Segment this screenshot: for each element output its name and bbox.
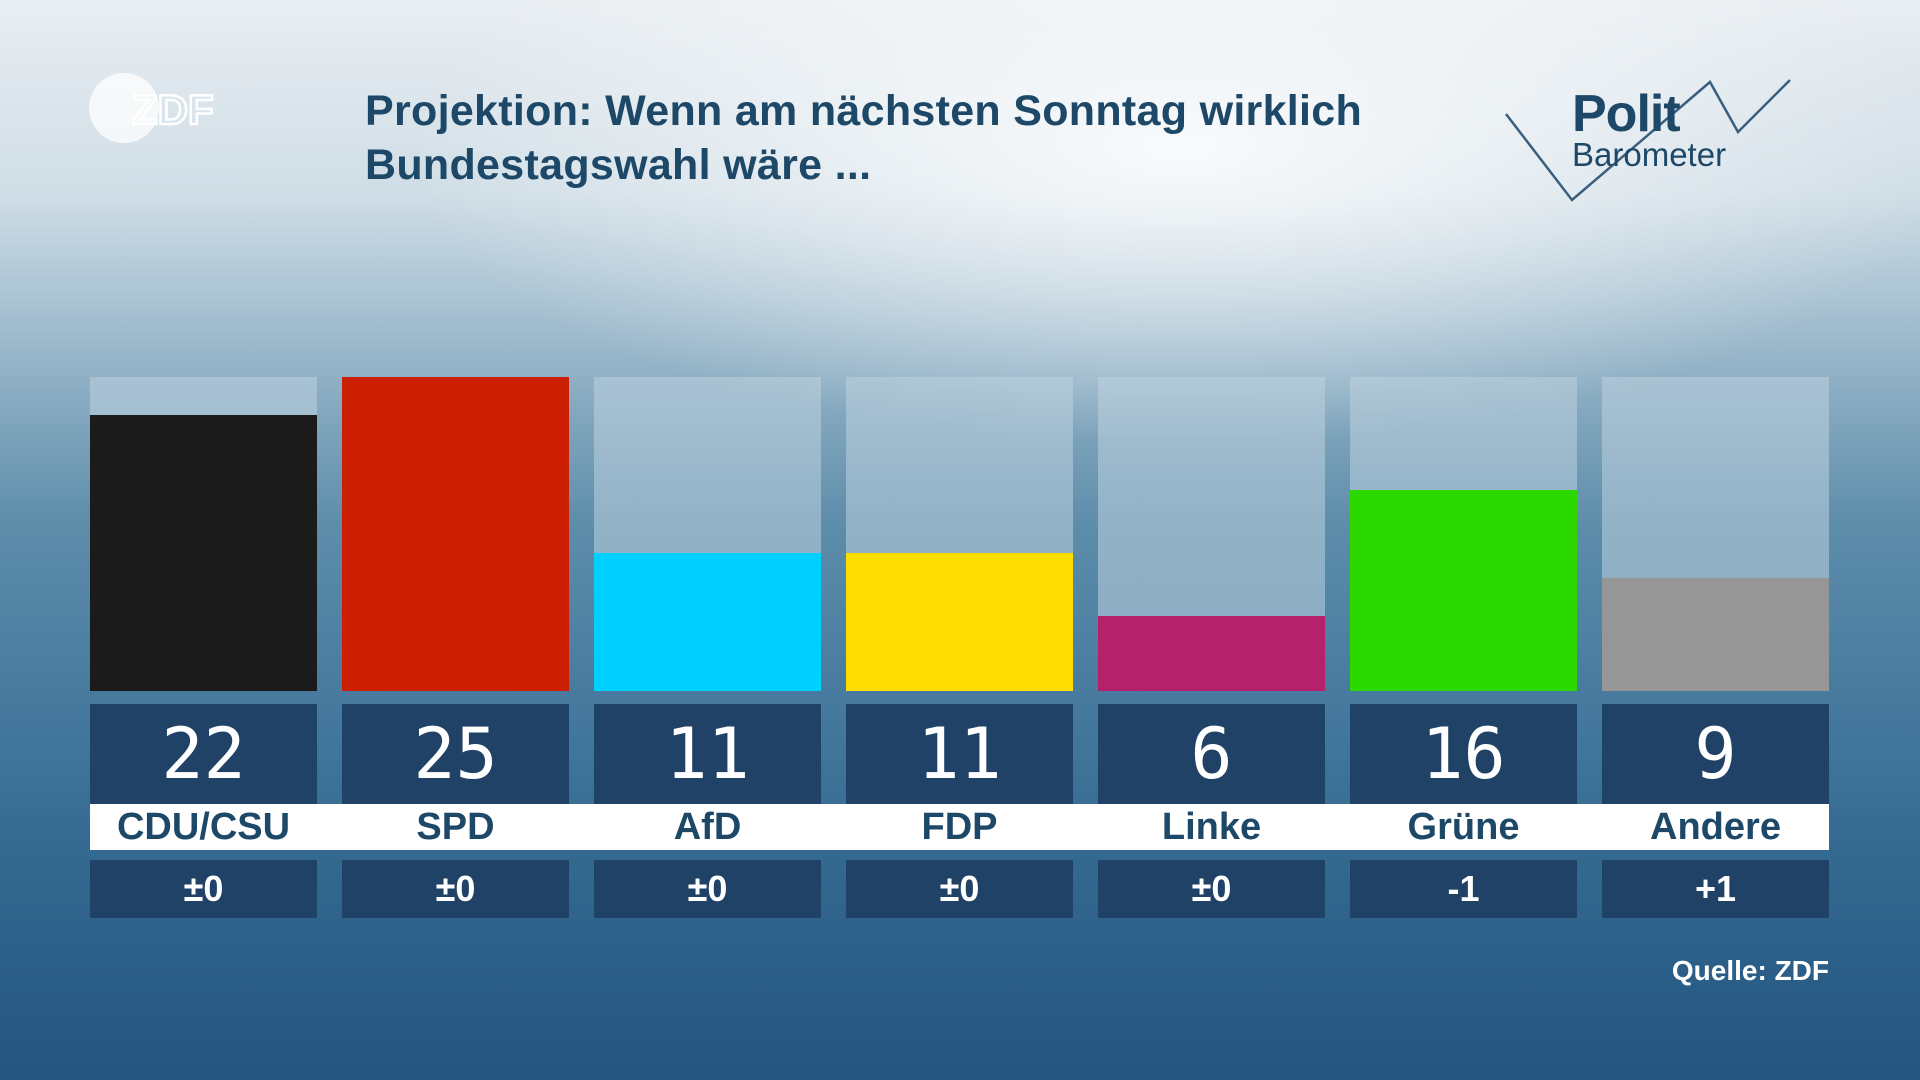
bar	[846, 552, 1073, 691]
bar	[1098, 615, 1325, 691]
change-label: ±0	[90, 860, 317, 918]
bar-value-label: 25	[342, 704, 569, 804]
chart-title: Projektion: Wenn am nächsten Sonntag wir…	[365, 84, 1465, 192]
change-label: ±0	[846, 860, 1073, 918]
bar-background	[342, 377, 569, 691]
bar-background	[1602, 377, 1829, 691]
category-label: CDU/CSU	[116, 806, 291, 848]
change-label: ±0	[1098, 860, 1325, 918]
change-label: ±0	[594, 860, 821, 918]
party-label-strip	[90, 804, 1829, 850]
bar	[1602, 577, 1829, 691]
bar-background	[594, 377, 821, 691]
bar-background	[1098, 377, 1325, 691]
source-note: Quelle: ZDF	[1671, 955, 1829, 986]
bar-value-label: 22	[90, 704, 317, 804]
category-label: FDP	[921, 806, 998, 848]
bar	[90, 414, 317, 691]
bar-value-label: 11	[594, 704, 821, 804]
bar-background	[1350, 377, 1577, 691]
zdf-logo: ZDF	[89, 73, 215, 143]
bar-value-label: 11	[846, 704, 1073, 804]
category-label: Linke	[1161, 806, 1262, 848]
bar	[594, 552, 821, 691]
bar	[342, 377, 569, 691]
politbarometer-zigzag-icon	[1505, 79, 1791, 202]
bar	[1350, 490, 1577, 691]
category-label: SPD	[416, 806, 495, 848]
chart-title-line1: Projektion: Wenn am nächsten Sonntag wir…	[365, 87, 1363, 135]
bar-value-label: 6	[1098, 704, 1325, 804]
category-label: Grüne	[1407, 806, 1520, 848]
category-label: AfD	[673, 806, 742, 848]
politbarometer-logo-polit: Polit	[1572, 85, 1681, 143]
change-label: +1	[1602, 860, 1829, 918]
chart-title-line2: Bundestagswahl wäre ...	[365, 141, 872, 189]
change-label: ±0	[342, 860, 569, 918]
bar-value-label: 16	[1350, 704, 1577, 804]
politbarometer-logo-barometer: Barometer	[1572, 136, 1727, 173]
zdf-logo-text: ZDF	[132, 86, 214, 133]
bar-background	[90, 377, 317, 691]
bar-value-label: 9	[1602, 704, 1829, 804]
bar-background	[846, 377, 1073, 691]
change-label: -1	[1350, 860, 1577, 918]
category-label: Andere	[1650, 806, 1781, 848]
